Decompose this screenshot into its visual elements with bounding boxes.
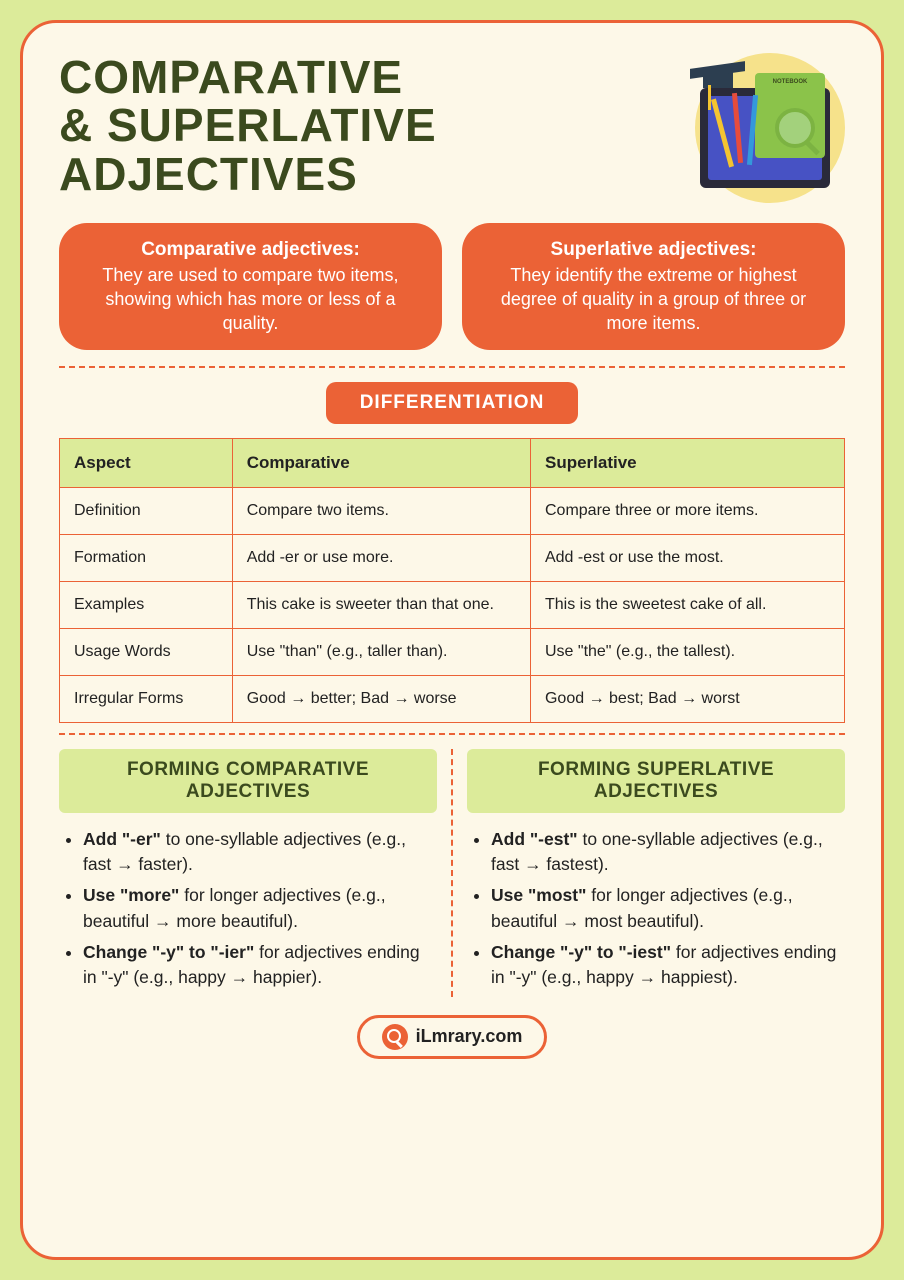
comparative-def: Comparative adjectives: They are used to… <box>59 223 442 350</box>
table-row: DefinitionCompare two items.Compare thre… <box>60 487 845 534</box>
table-cell: Usage Words <box>60 628 233 675</box>
footer-text: iLmrary.com <box>416 1026 523 1047</box>
forming-superlative: FORMING SUPERLATIVE ADJECTIVES Add "-est… <box>453 749 845 997</box>
divider <box>59 733 845 735</box>
table-cell: Use "than" (e.g., taller than). <box>232 628 530 675</box>
title-line3: ADJECTIVES <box>59 148 358 200</box>
table-cell: Add -er or use more. <box>232 534 530 581</box>
list-item: Add "-er" to one-syllable adjectives (e.… <box>83 827 437 878</box>
table-header-row: Aspect Comparative Superlative <box>60 438 845 487</box>
forming-sup-list: Add "-est" to one-syllable adjectives (e… <box>467 827 845 991</box>
header-row: COMPARATIVE & SUPERLATIVE ADJECTIVES <box>59 53 845 203</box>
title-line1: COMPARATIVE <box>59 51 403 103</box>
table-cell: Compare three or more items. <box>530 487 844 534</box>
definitions-row: Comparative adjectives: They are used to… <box>59 223 845 350</box>
list-item: Change "-y" to "-iest" for adjectives en… <box>491 940 845 991</box>
footer-badge: iLmrary.com <box>357 1015 548 1059</box>
diff-table: Aspect Comparative Superlative Definitio… <box>59 438 845 723</box>
table-cell: This is the sweetest cake of all. <box>530 581 844 628</box>
page-title: COMPARATIVE & SUPERLATIVE ADJECTIVES <box>59 53 437 198</box>
superlative-def: Superlative adjectives: They identify th… <box>462 223 845 350</box>
card: COMPARATIVE & SUPERLATIVE ADJECTIVES Com… <box>20 20 884 1260</box>
forming-comp-list: Add "-er" to one-syllable adjectives (e.… <box>59 827 437 991</box>
list-item: Use "most" for longer adjectives (e.g., … <box>491 883 845 934</box>
superlative-def-head: Superlative adjectives: <box>551 239 757 260</box>
table-cell: Definition <box>60 487 233 534</box>
forming-comparative: FORMING COMPARATIVE ADJECTIVES Add "-er"… <box>59 749 453 997</box>
table-row: ExamplesThis cake is sweeter than that o… <box>60 581 845 628</box>
hero-illustration <box>665 53 845 203</box>
differentiation-badge: DIFFERENTIATION <box>326 382 579 424</box>
table-cell: Good → best; Bad → worst <box>530 675 844 722</box>
list-item: Add "-est" to one-syllable adjectives (e… <box>491 827 845 878</box>
table-cell: Examples <box>60 581 233 628</box>
table-cell: This cake is sweeter than that one. <box>232 581 530 628</box>
title-line2: & SUPERLATIVE <box>59 99 437 151</box>
forming-comp-title: FORMING COMPARATIVE ADJECTIVES <box>59 749 437 813</box>
table-row: Usage WordsUse "than" (e.g., taller than… <box>60 628 845 675</box>
list-item: Use "more" for longer adjectives (e.g., … <box>83 883 437 934</box>
th-comparative: Comparative <box>232 438 530 487</box>
table-cell: Irregular Forms <box>60 675 233 722</box>
table-row: Irregular FormsGood → better; Bad → wors… <box>60 675 845 722</box>
comparative-def-body: They are used to compare two items, show… <box>102 265 398 334</box>
forming-sup-title: FORMING SUPERLATIVE ADJECTIVES <box>467 749 845 813</box>
table-cell: Add -est or use the most. <box>530 534 844 581</box>
table-cell: Formation <box>60 534 233 581</box>
table-row: FormationAdd -er or use more.Add -est or… <box>60 534 845 581</box>
search-icon <box>382 1024 408 1050</box>
superlative-def-body: They identify the extreme or highest deg… <box>501 265 806 334</box>
th-superlative: Superlative <box>530 438 844 487</box>
comparative-def-head: Comparative adjectives: <box>141 239 360 260</box>
table-cell: Compare two items. <box>232 487 530 534</box>
divider <box>59 366 845 368</box>
table-cell: Use "the" (e.g., the tallest). <box>530 628 844 675</box>
forming-row: FORMING COMPARATIVE ADJECTIVES Add "-er"… <box>59 749 845 997</box>
th-aspect: Aspect <box>60 438 233 487</box>
list-item: Change "-y" to "-ier" for adjectives end… <box>83 940 437 991</box>
table-cell: Good → better; Bad → worse <box>232 675 530 722</box>
